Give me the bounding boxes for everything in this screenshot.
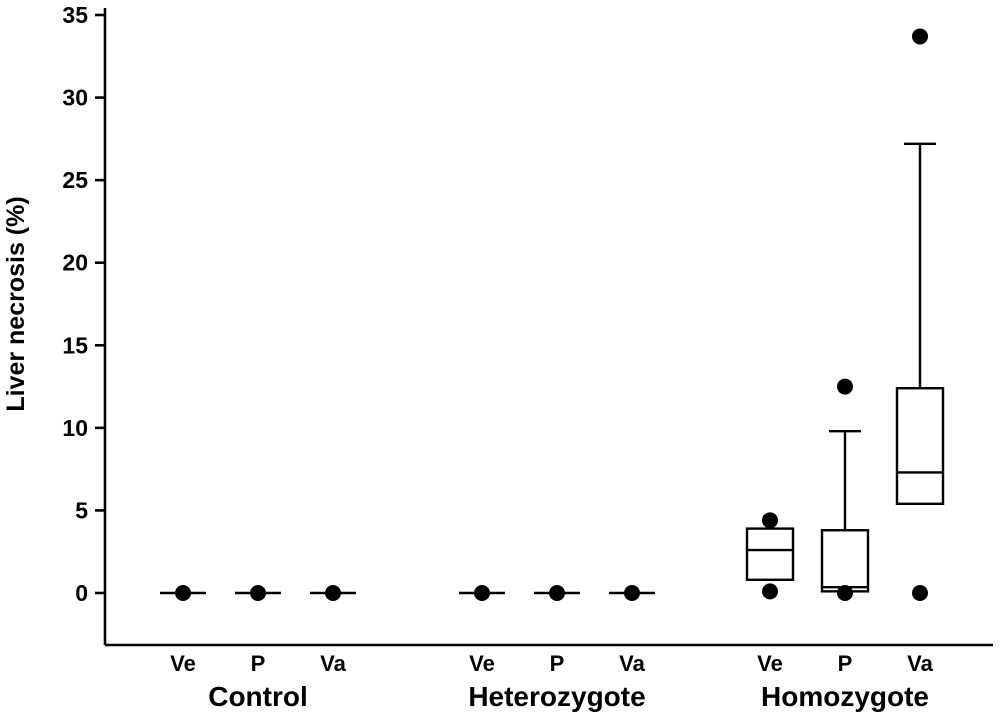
data-point xyxy=(250,585,266,601)
box xyxy=(895,387,945,506)
group-label: Control xyxy=(208,681,308,712)
data-point xyxy=(474,585,490,601)
data-point xyxy=(912,28,928,45)
category-label: Ve xyxy=(170,651,196,676)
category-label: P xyxy=(251,651,266,676)
data-point xyxy=(762,583,778,600)
y-tick-label: 30 xyxy=(62,85,88,111)
data-point xyxy=(175,585,191,601)
category-label: P xyxy=(550,651,565,676)
group-label: Heterozygote xyxy=(468,681,645,712)
data-point xyxy=(624,585,640,601)
y-tick-label: 15 xyxy=(62,332,88,358)
y-tick-label: 35 xyxy=(62,2,88,28)
box xyxy=(820,529,870,593)
category-label: Ve xyxy=(469,651,495,676)
data-point xyxy=(549,585,565,601)
box xyxy=(745,527,795,581)
group-label: Homozygote xyxy=(761,681,929,712)
y-axis-label: Liver necrosis (%) xyxy=(2,196,30,411)
category-label: Va xyxy=(320,651,346,676)
y-tick-label: 0 xyxy=(75,580,88,606)
y-tick-label: 10 xyxy=(62,415,88,441)
y-tick-label: 25 xyxy=(62,167,88,193)
data-point xyxy=(837,585,853,601)
data-point xyxy=(837,378,853,395)
y-tick-label: 20 xyxy=(62,250,88,276)
category-label: P xyxy=(838,651,853,676)
data-point xyxy=(912,585,928,601)
category-label: Va xyxy=(619,651,645,676)
category-label: Ve xyxy=(757,651,783,676)
category-label: Va xyxy=(907,651,933,676)
y-tick-label: 5 xyxy=(75,497,88,523)
data-point xyxy=(325,585,341,601)
data-point xyxy=(762,512,778,529)
